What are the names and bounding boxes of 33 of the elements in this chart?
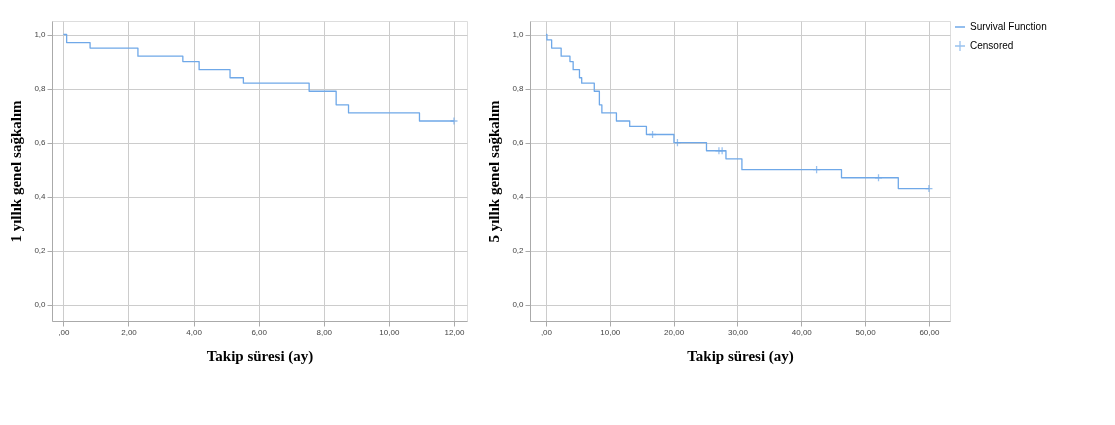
y-tick-label: 0,0	[512, 300, 525, 310]
x-tick-label: 50,00	[855, 327, 877, 337]
x-tick-label: 30,00	[727, 327, 749, 337]
y-tick-label: 0,2	[34, 246, 47, 256]
x-tick-label: 40,00	[791, 327, 813, 337]
x-tick-label: 60,00	[919, 327, 940, 337]
y-tick-label: 0,8	[34, 84, 47, 94]
y-tick-label: 0,4	[34, 192, 47, 202]
x-tick-label: 8,00	[316, 327, 333, 337]
y-axis-title: 1 yıllık genel sağkalım	[8, 99, 25, 243]
x-tick-label: ,00	[540, 327, 553, 337]
x-tick-label: 10,00	[379, 327, 400, 337]
x-tick-label: 4,00	[186, 327, 203, 337]
y-tick-label: 0,0	[34, 300, 47, 310]
x-tick-label: 12,00	[444, 327, 466, 337]
x-tick-label: 20,00	[664, 327, 685, 337]
x-tick-label: 6,00	[251, 327, 268, 337]
x-axis-title: Takip süresi (ay)	[687, 347, 794, 365]
point	[924, 184, 934, 193]
x-tick-label: ,00	[58, 327, 70, 337]
y-tick-label: 1,0	[512, 30, 525, 40]
y-tick-label: 1,0	[34, 30, 47, 40]
x-tick-label: 10,00	[600, 327, 621, 337]
y-tick-label: 0,6	[512, 138, 525, 148]
x-tick-label: 2,00	[121, 327, 138, 337]
y-axis-title: 5 yıllık genel sağkalım	[486, 99, 503, 243]
x-axis-title: Takip süresi (ay)	[206, 347, 314, 365]
legend-label: Censored	[970, 40, 1014, 51]
y-tick-label: 0,4	[512, 192, 525, 202]
y-tick-label: 0,6	[34, 138, 47, 148]
legend-label: Survival Function	[970, 21, 1047, 32]
y-tick-label: 0,8	[512, 84, 525, 94]
y-tick-label: 0,2	[512, 246, 525, 256]
